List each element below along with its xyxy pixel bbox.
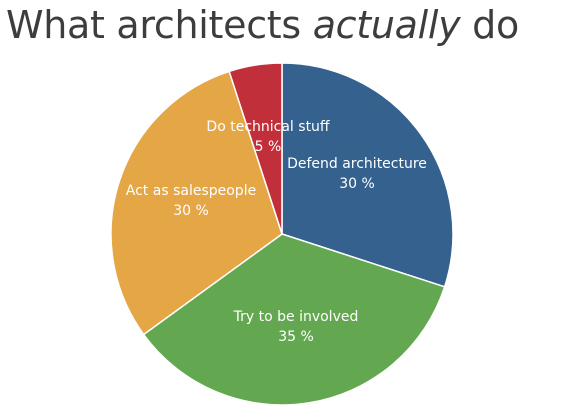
slice-value-try-to-be-involved: 35 % (278, 329, 314, 345)
slice-label-defend-architecture: Defend architecture (287, 156, 427, 172)
pie-labels: Defend architecture 30 % Try to be involve… (126, 119, 427, 345)
chart-title: What architects actually do (6, 2, 519, 48)
slice-value-do-technical-stuff: 5 % (255, 139, 282, 155)
slice-label-try-to-be-involved: Try to be involved (233, 309, 359, 325)
slice-label-act-as-salespeople: Act as salespeople (126, 183, 256, 199)
pie-slice-defend-architecture (281, 62, 454, 288)
title-emphasis: actually (312, 3, 461, 47)
title-part-after: do (460, 3, 519, 47)
pie-slices (110, 62, 454, 406)
pie-slice-try-to-be-involved (142, 233, 446, 406)
pie-slice-do-technical-stuff (228, 62, 283, 235)
slice-label-do-technical-stuff: Do technical stuff (206, 119, 330, 135)
slice-value-act-as-salespeople: 30 % (173, 203, 209, 219)
slice-value-defend-architecture: 30 % (339, 176, 375, 192)
title-part-before: What architects (6, 3, 313, 47)
pie-slice-act-as-salespeople (110, 70, 283, 336)
